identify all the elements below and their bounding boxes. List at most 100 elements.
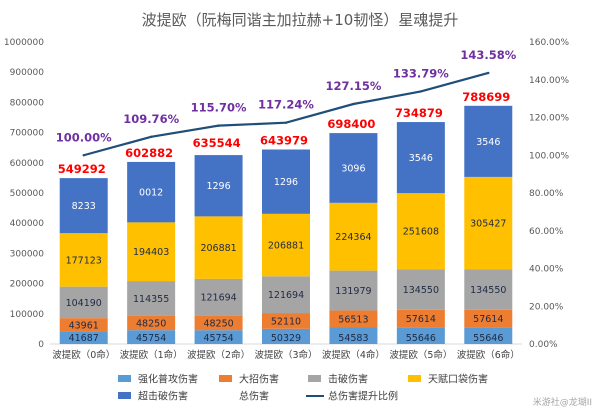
y-left-tick-label: 500000 — [10, 189, 45, 199]
bar-segment-label: 206881 — [200, 243, 236, 254]
y-left-tick-label: 100000 — [10, 310, 45, 320]
y-left-tick-label: 0 — [38, 340, 44, 350]
bar-segment — [262, 328, 310, 344]
y-right-tick-label: 120.00% — [529, 114, 569, 124]
y-left-tick-label: 1000000 — [4, 38, 44, 48]
legend-label: 天赋口袋伤害 — [428, 373, 488, 386]
ratio-point — [352, 102, 355, 106]
bar-segment-label: 134550 — [470, 285, 506, 296]
bar-segment-label: 54583 — [338, 333, 368, 344]
bar-segment — [329, 202, 378, 271]
y-axis-right: 0.00% 20.00% 40.00% 60.00% 80.00% 100.00% 120.… — [529, 38, 569, 350]
bar-segment-label: 8233 — [72, 201, 96, 212]
bar-segment-label: 134550 — [403, 285, 439, 296]
y-left-tick-label: 700000 — [10, 129, 45, 139]
bar-segment — [396, 309, 445, 328]
bar-segment — [262, 276, 310, 314]
bar-segment-label: 57614 — [406, 314, 436, 325]
x-tick-label: 波提欧（5命） — [389, 349, 452, 361]
x-tick-label: 波提欧（3命） — [254, 349, 317, 361]
bar-segment — [396, 269, 445, 310]
bar-segment-label: 194403 — [133, 247, 169, 258]
bar-segment — [59, 178, 108, 234]
y-axis-left: 0 100000 200000 300000 400000 500000 600000 700… — [4, 38, 44, 350]
chart-title: 波提欧（阮梅同谐主加拉赫+10韧怪）星魂提升 — [142, 11, 459, 29]
bar-segment-label: 41687 — [69, 333, 99, 344]
segment-labels-group: 41687 43961 104190 177123 8233 45754 48250 1143… — [66, 137, 507, 344]
bar-segment-label: 251608 — [403, 227, 439, 238]
ratio-point — [149, 135, 153, 139]
y-right-tick-label: 0.00% — [529, 340, 558, 350]
ratio-line-group — [82, 71, 490, 157]
y-right-tick-label: 160.00% — [529, 38, 569, 48]
bar-segment — [194, 315, 243, 331]
bar-segment — [396, 193, 445, 270]
total-label: 734879 — [395, 106, 443, 120]
ratio-label: 100.00% — [56, 130, 112, 144]
watermark: 米游社@龙瑚II — [533, 396, 592, 408]
y-left-tick-label: 400000 — [10, 219, 45, 229]
bar-segment — [396, 327, 445, 344]
legend-label: 总伤害 — [239, 390, 269, 403]
bar-segment — [464, 327, 513, 344]
bar-segment — [127, 281, 176, 316]
ratio-point — [419, 90, 423, 93]
bar-segment — [262, 213, 310, 277]
bar-segment — [464, 309, 513, 328]
x-tick-label: 波提欧（4命） — [322, 349, 385, 361]
legend-label: 总伤害提升比例 — [328, 390, 398, 403]
bar-segment-label: 104190 — [66, 298, 102, 309]
x-tick-label: 波提欧（0命） — [52, 349, 115, 361]
ratio-label: 143.58% — [460, 48, 516, 62]
bar-segment — [396, 122, 445, 194]
ratio-label: 117.24% — [258, 98, 314, 112]
ratio-label: 133.79% — [393, 66, 449, 80]
bar-segment — [59, 286, 108, 319]
bar-segment — [194, 278, 243, 316]
legend-swatch — [308, 375, 321, 382]
y-left-tick-label: 300000 — [10, 249, 45, 259]
x-tick-label: 波提欧（1命） — [120, 349, 183, 361]
legend-label: 大招伤害 — [239, 373, 279, 386]
legend-swatch — [408, 375, 421, 382]
ratio-point — [487, 71, 490, 75]
y-left-tick-label: 200000 — [10, 280, 45, 290]
bar-segment-label: 57614 — [473, 314, 503, 325]
bar-segment-label: 3546 — [409, 153, 433, 164]
y-right-tick-label: 40.00% — [529, 265, 564, 275]
legend-label: 击破伤害 — [328, 373, 368, 386]
bar-segment — [127, 330, 176, 344]
legend-label: 强化普攻伤害 — [138, 373, 198, 386]
bar-segment-label: 45754 — [136, 333, 166, 344]
bar-segment-label: 55646 — [406, 333, 436, 344]
bar-segment-label: 121694 — [268, 290, 304, 301]
bar-segment — [464, 176, 513, 270]
bar-segment-label: 177123 — [66, 255, 102, 266]
legend-swatch — [219, 375, 232, 382]
total-label: 549292 — [58, 162, 106, 176]
bar-segment-label: 50329 — [271, 333, 301, 344]
total-label: 643979 — [260, 134, 308, 148]
bar-segment — [464, 269, 513, 310]
bars-group — [59, 105, 513, 344]
bar-segment — [194, 216, 243, 279]
bar-segment-label: 131979 — [335, 286, 371, 297]
total-label: 635544 — [193, 136, 241, 150]
ratio-point — [284, 121, 288, 124]
bar-segment-label: 3546 — [476, 137, 500, 148]
y-right-tick-label: 80.00% — [529, 189, 564, 199]
bar-segment — [464, 105, 513, 177]
bar-segment — [59, 233, 108, 287]
bar-segment-label: 114355 — [133, 294, 169, 305]
bar-segment — [127, 161, 176, 223]
bar-segment-label: 45754 — [203, 333, 233, 344]
legend-swatch — [118, 392, 131, 399]
bar-segment — [329, 327, 378, 344]
y-left-tick-label: 900000 — [10, 68, 45, 78]
bar-segment — [194, 330, 243, 344]
y-left-tick-label: 600000 — [10, 159, 45, 169]
bar-segment-label: 43961 — [69, 320, 99, 331]
bar-segment-label: 121694 — [200, 293, 236, 304]
